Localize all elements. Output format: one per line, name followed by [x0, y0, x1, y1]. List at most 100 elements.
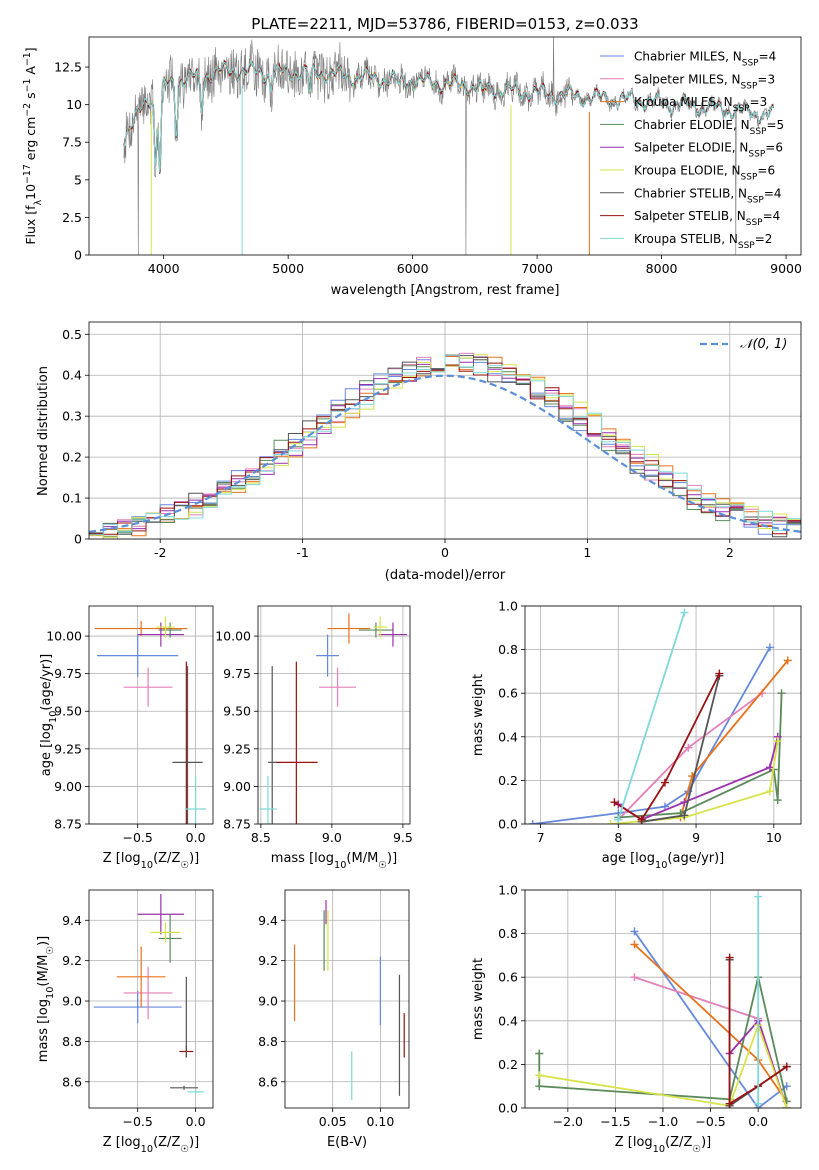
- y-tick-label: 8.8: [258, 1034, 278, 1049]
- axes-weight-vs-Z: −2.0 −1.5 −1.0 −0.5 0.0 0.0 0.2 0.4 0.6 0.8 1.0: [498, 883, 802, 1129]
- x-tick-label: 8.5: [251, 830, 271, 845]
- residual-histogram: [89, 354, 801, 536]
- chart-title: PLATE=2211, MJD=53786, FIBERID=0153, z=0…: [251, 15, 638, 33]
- y-tick-label: 9.75: [54, 666, 82, 681]
- y-tick-label: 9.4: [258, 913, 278, 928]
- weight-line: [613, 673, 721, 821]
- weight-marker: [765, 763, 774, 772]
- weight-marker: [614, 815, 623, 824]
- x-axis-label: Z [log10(Z/Z☉)]: [615, 1135, 712, 1155]
- weight-marker: [680, 811, 689, 820]
- y-axis-label: mass weight: [471, 958, 486, 1040]
- weight-marker: [725, 953, 734, 962]
- weight-marker: [684, 743, 693, 752]
- weight-marker: [765, 643, 774, 652]
- x-axis-label: wavelength [Angstrom, rest frame]: [331, 283, 560, 298]
- y-tick-label: 0.0: [498, 817, 518, 832]
- y-tick-label: 9.0: [62, 994, 82, 1009]
- y-tick-label: 0: [74, 248, 82, 263]
- x-axis-label: Z [log10(Z/Z☉)]: [103, 1135, 200, 1155]
- x-tick-label: 9000: [770, 261, 802, 276]
- weight-marker: [680, 608, 689, 617]
- x-tick-label: −0.5: [122, 830, 152, 845]
- y-tick-label: 9.25: [223, 741, 251, 756]
- legend-entry: Salpeter STELIB, NSSP=4: [634, 209, 780, 228]
- weight-marker: [630, 973, 639, 982]
- weight-marker: [777, 689, 786, 698]
- normal-curve: [89, 374, 801, 533]
- y-tick-label: 0.1: [62, 491, 82, 506]
- x-axis-label: (data-model)/error: [385, 568, 506, 583]
- plot-area: [89, 352, 801, 539]
- y-axis-label: Flux [fλ10−17 erg cm−2 s−1 A−1]: [22, 47, 44, 244]
- model-spectrum-kroupa-stelib: [123, 59, 775, 173]
- axes-frame: [257, 605, 411, 825]
- weight-marker: [535, 1049, 544, 1058]
- plot-area: [94, 616, 207, 824]
- y-tick-label: 8.8: [62, 1034, 82, 1049]
- x-tick-label: -2: [154, 545, 166, 560]
- legend: Chabrier MILES, NSSP=4 Salpeter MILES, NS…: [600, 50, 784, 251]
- y-tick-label: 1.0: [498, 599, 518, 614]
- weight-line: [617, 612, 686, 820]
- weight-marker: [528, 820, 537, 824]
- weight-marker: [715, 669, 724, 678]
- y-tick-label: 5: [74, 172, 82, 187]
- legend-entry: Chabrier STELIB, NSSP=4: [634, 186, 782, 205]
- x-tick-label: −0.5: [122, 1114, 152, 1129]
- axes-mass-vs-EBV: 0.05 0.10 8.6 8.8 9.0 9.2 9.4: [258, 889, 410, 1129]
- y-tick-label: 7.5: [62, 135, 82, 150]
- y-tick-label: 0.4: [62, 368, 82, 383]
- plot-area: [535, 892, 791, 1108]
- y-axis-label: mass [log10(M/M☉)]: [36, 936, 56, 1062]
- y-tick-label: 0.5: [62, 327, 82, 342]
- weight-marker: [773, 737, 782, 746]
- weight-marker: [773, 796, 782, 805]
- y-tick-label: 0.8: [498, 642, 518, 657]
- x-axis-label: age [log10(age/yr)]: [602, 851, 725, 871]
- y-tick-label: 9.00: [223, 779, 251, 794]
- axes-residuals: -2 -1 0 1 2 0 0.1 0.2 0.3 0.4 0.5: [62, 321, 802, 560]
- x-axis-label: E(B-V): [327, 1135, 367, 1150]
- x-tick-label: 0: [441, 545, 449, 560]
- axes-weight-vs-age: 7 8 9 10 0.0 0.2 0.4 0.6 0.8 1.0: [498, 599, 802, 845]
- x-tick-label: -1: [296, 545, 308, 560]
- y-tick-label: 9.25: [54, 741, 82, 756]
- legend-entry: Kroupa MILES, NSSP=3: [634, 95, 767, 114]
- y-tick-label: 9.50: [223, 704, 251, 719]
- x-tick-label: 0.05: [319, 1114, 347, 1129]
- y-tick-label: 0.4: [498, 1013, 518, 1028]
- y-tick-label: 9.2: [258, 953, 278, 968]
- weight-marker: [660, 778, 669, 787]
- axes-frame: [284, 889, 410, 1109]
- x-tick-label: 0.0: [186, 830, 206, 845]
- y-axis-label: Normed distribution: [36, 366, 51, 496]
- x-tick-label: −1.5: [600, 1114, 630, 1129]
- x-tick-label: 7: [537, 830, 545, 845]
- y-tick-label: 0.3: [62, 409, 82, 424]
- y-tick-label: 0.6: [498, 970, 518, 985]
- x-tick-label: 1: [583, 545, 591, 560]
- legend-entry: Kroupa STELIB, NSSP=2: [634, 232, 772, 251]
- x-tick-label: 10: [766, 830, 782, 845]
- x-tick-label: 7000: [521, 261, 553, 276]
- legend-entry: Chabrier ELODIE, NSSP=5: [634, 118, 784, 137]
- x-tick-label: −1.0: [648, 1114, 678, 1129]
- legend-entry: 𝒩(0, 1): [740, 337, 787, 352]
- axes-frame: [88, 605, 214, 825]
- y-tick-label: 0.2: [62, 450, 82, 465]
- legend-entry: Chabrier MILES, NSSP=4: [634, 50, 776, 69]
- weight-marker: [754, 892, 763, 901]
- legend-entry: Kroupa ELODIE, NSSP=6: [634, 164, 775, 183]
- weight-line: [728, 957, 788, 1106]
- y-tick-label: 12.5: [54, 60, 82, 75]
- x-tick-label: 0.0: [748, 1114, 768, 1129]
- y-tick-label: 10.00: [46, 629, 82, 644]
- x-tick-label: 8000: [646, 261, 678, 276]
- axes-frame: [524, 605, 802, 825]
- plot-area: [259, 613, 408, 824]
- x-tick-label: 9.0: [322, 830, 342, 845]
- plot-area: [293, 900, 405, 1100]
- x-axis-label: mass [log10(M/M☉)]: [271, 851, 397, 871]
- axes-mass-vs-Z: −0.5 0.0 8.6 8.8 9.0 9.2 9.4: [62, 889, 214, 1129]
